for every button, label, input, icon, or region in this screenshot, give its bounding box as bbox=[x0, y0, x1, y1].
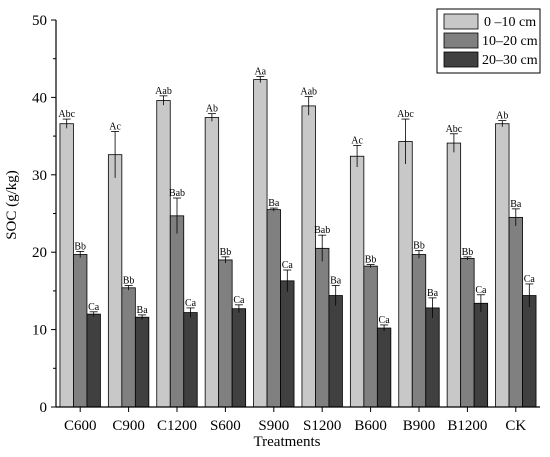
x-tick-label-C600: C600 bbox=[64, 418, 97, 434]
y-axis-title: SOC (g/kg) bbox=[4, 170, 20, 240]
bar-S600-series-2 bbox=[231, 308, 247, 408]
data-label-CK-series-0: Ab bbox=[496, 111, 508, 122]
data-label-C900-series-1: Bb bbox=[123, 275, 135, 286]
bar-B600-series-1 bbox=[363, 265, 378, 408]
bar-C900-series-0 bbox=[107, 154, 123, 408]
y-tick-label-0: 0 bbox=[40, 400, 48, 416]
data-label-C600-series-1: Bb bbox=[74, 241, 86, 252]
bar-S1200-series-1 bbox=[315, 247, 330, 408]
bar-C900-series-2 bbox=[134, 316, 150, 408]
data-label-B1200-series-1: Bb bbox=[462, 247, 474, 258]
legend-label-1: 10–20 cm bbox=[482, 34, 538, 49]
x-tick-label-C1200: C1200 bbox=[157, 418, 197, 434]
bar-B900-series-0 bbox=[398, 141, 413, 408]
data-label-C600-series-2: Ca bbox=[88, 302, 100, 313]
data-label-C1200-series-2: Ca bbox=[185, 298, 197, 309]
x-tick-label-C900: C900 bbox=[112, 418, 145, 434]
legend: 0 –10 cm 10–20 cm 20–30 cm bbox=[436, 8, 541, 74]
data-label-B900-series-0: Abc bbox=[397, 109, 414, 120]
data-label-S1200-series-1: Bab bbox=[314, 225, 330, 236]
data-label-S900-series-1: Ba bbox=[268, 198, 280, 209]
data-label-S600-series-1: Bb bbox=[220, 247, 232, 258]
data-label-C900-series-2: Ba bbox=[137, 305, 149, 316]
x-tick-label-B1200: B1200 bbox=[447, 418, 487, 434]
data-label-C600-series-0: Abc bbox=[58, 109, 75, 120]
bar-C1200-series-1 bbox=[169, 215, 185, 408]
legend-label-0: 0 –10 cm bbox=[484, 15, 536, 30]
bar-CK-series-0 bbox=[495, 123, 510, 408]
legend-swatch-0 bbox=[443, 13, 479, 30]
bar-B600-series-0 bbox=[349, 155, 365, 408]
bar-C600-series-2 bbox=[86, 313, 101, 408]
legend-label-2: 20–30 cm bbox=[482, 53, 538, 68]
data-label-S600-series-2: Ca bbox=[233, 295, 245, 306]
x-tick-label-B600: B600 bbox=[354, 418, 387, 434]
bar-B1200-series-0 bbox=[446, 142, 462, 408]
bar-B900-series-2 bbox=[425, 307, 440, 408]
legend-swatch-1 bbox=[443, 32, 479, 49]
data-label-S1200-series-2: Ba bbox=[330, 275, 342, 286]
bar-C600-series-1 bbox=[73, 254, 88, 408]
x-tick-label-CK: CK bbox=[505, 418, 526, 434]
bar-S1200-series-2 bbox=[328, 295, 343, 408]
data-label-B600-series-1: Bb bbox=[365, 255, 377, 266]
bar-C1200-series-0 bbox=[156, 100, 171, 408]
x-tick-label-S900: S900 bbox=[258, 418, 289, 434]
data-label-C1200-series-1: Bab bbox=[169, 188, 185, 199]
bar-B600-series-2 bbox=[376, 327, 392, 408]
y-tick-label-10: 10 bbox=[32, 323, 47, 339]
bar-S600-series-1 bbox=[218, 259, 233, 408]
data-label-B600-series-2: Ca bbox=[379, 315, 391, 326]
y-tick-label-50: 50 bbox=[32, 13, 47, 29]
data-label-B900-series-2: Ba bbox=[427, 288, 439, 299]
bar-B900-series-1 bbox=[411, 254, 427, 408]
legend-swatch-2 bbox=[443, 51, 479, 68]
x-tick-label-B900: B900 bbox=[403, 418, 436, 434]
bar-C1200-series-2 bbox=[183, 312, 198, 408]
bar-S1200-series-0 bbox=[301, 105, 316, 408]
data-label-B1200-series-2: Ca bbox=[475, 285, 487, 296]
bar-B1200-series-1 bbox=[460, 257, 475, 408]
x-tick-label-S600: S600 bbox=[210, 418, 241, 434]
data-label-B1200-series-0: Abc bbox=[446, 124, 463, 135]
bars-layer: Abc Bb Ca Ac Bb Ba Aab Bab Ca Ab Bb Ca Aa Ba Ca Aab Bab B… bbox=[58, 67, 537, 408]
bar-S900-series-0 bbox=[253, 79, 268, 408]
y-tick-label-40: 40 bbox=[32, 90, 47, 106]
bar-C900-series-1 bbox=[121, 287, 136, 408]
x-tick-label-S1200: S1200 bbox=[303, 418, 341, 434]
bar-C600-series-0 bbox=[59, 123, 74, 408]
axes-layer: C600 C900 C1200 S600 S900 S1200 B600 B900 B1200 C… bbox=[32, 13, 540, 434]
y-tick-label-30: 30 bbox=[32, 168, 47, 184]
bar-S900-series-2 bbox=[280, 280, 295, 408]
bar-CK-series-1 bbox=[508, 216, 523, 408]
data-label-S900-series-2: Ca bbox=[282, 260, 294, 271]
bar-CK-series-2 bbox=[522, 295, 537, 408]
data-label-C900-series-0: Ac bbox=[109, 121, 121, 132]
data-label-B900-series-1: Bb bbox=[413, 241, 425, 252]
bar-S600-series-0 bbox=[204, 117, 220, 408]
data-label-C1200-series-0: Aab bbox=[155, 86, 172, 97]
data-label-S900-series-0: Aa bbox=[254, 67, 266, 78]
data-label-B600-series-0: Ac bbox=[351, 135, 363, 146]
data-label-S1200-series-0: Aab bbox=[300, 87, 317, 98]
x-axis-title: Treatments bbox=[254, 434, 321, 450]
bar-B1200-series-2 bbox=[473, 302, 489, 408]
data-label-CK-series-2: Ca bbox=[524, 274, 536, 285]
data-label-CK-series-1: Ba bbox=[510, 199, 522, 210]
y-tick-label-20: 20 bbox=[32, 245, 47, 261]
data-label-S600-series-0: Ab bbox=[206, 104, 218, 115]
bar-S900-series-1 bbox=[266, 209, 281, 408]
